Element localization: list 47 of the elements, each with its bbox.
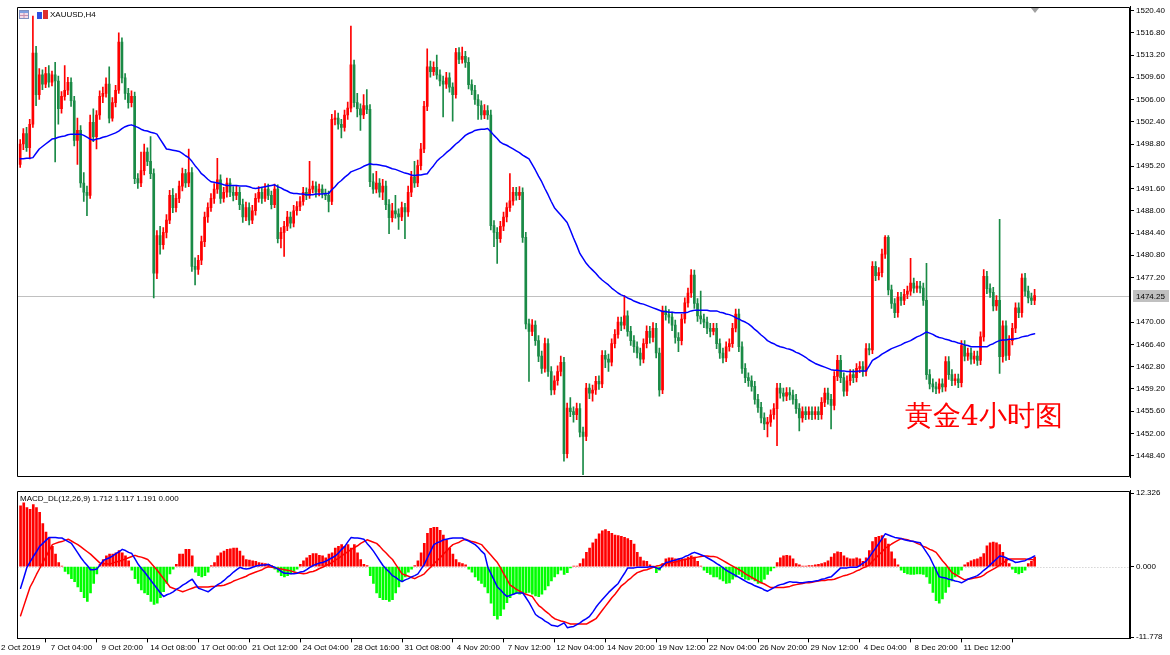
y-tick-label: 1466.40 [1136, 339, 1166, 349]
y-tick-label: 1520.40 [1136, 5, 1166, 15]
x-tick-label: 21 Oct 12:00 [251, 643, 299, 653]
x-tick-label: 24 Oct 04:00 [302, 643, 350, 653]
x-tick-label: 31 Oct 08:00 [404, 643, 451, 653]
y-tick-label: 1459.20 [1136, 384, 1166, 394]
y-tick-label: 1484.40 [1136, 228, 1166, 238]
y-tick-label: 12.326 [1136, 488, 1162, 498]
y-tick-label: 1509.60 [1136, 72, 1166, 82]
chart-title: XAUUSD,H4 [50, 10, 96, 20]
x-tick-label: 9 Oct 20:00 [101, 643, 144, 653]
y-tick-label: 1498.80 [1136, 139, 1166, 149]
y-tick-label: 1491.60 [1136, 183, 1166, 193]
x-tick-label: 28 Oct 16:00 [353, 643, 401, 653]
ref-line-label: 1474.25 [1136, 291, 1166, 301]
x-tick-label: 12 Nov 04:00 [556, 643, 605, 653]
x-tick-label: 14 Oct 08:00 [150, 643, 197, 653]
y-tick-label: 1502.40 [1136, 116, 1166, 126]
y-tick-label: 1477.20 [1136, 272, 1166, 282]
y-tick-label: 1513.20 [1136, 50, 1166, 60]
x-tick-label: 14 Nov 20:00 [607, 643, 656, 653]
x-tick-label: 11 Dec 12:00 [963, 643, 1011, 653]
y-tick-label: -11.778 [1136, 632, 1164, 642]
y-tick-label: 1480.80 [1136, 250, 1166, 260]
annotation: 黄金4小时图 [905, 399, 1063, 432]
x-tick-label: 22 Nov 04:00 [708, 643, 757, 653]
x-tick-label: 4 Dec 04:00 [863, 643, 908, 653]
x-tick-label: 26 Nov 20:00 [759, 643, 808, 653]
y-tick-label: 1448.40 [1136, 450, 1166, 460]
chart-title: MACD_DL(12,26,9) 1.712 1.117 1.191 0.000 [20, 494, 179, 504]
x-tick-label: 29 Nov 12:00 [810, 643, 859, 653]
y-tick-label: 1506.00 [1136, 94, 1166, 104]
y-tick-label: 1462.80 [1136, 361, 1166, 371]
y-tick-label: 0.000 [1136, 561, 1157, 571]
y-tick-label: 1516.80 [1136, 27, 1166, 37]
x-tick-label: 2 Oct 2019 [1, 643, 41, 653]
x-tick-label: 7 Nov 12:00 [507, 643, 552, 653]
y-tick-label: 1455.60 [1136, 406, 1166, 416]
y-tick-label: 1470.00 [1136, 317, 1166, 327]
x-tick-label: 17 Oct 00:00 [201, 643, 248, 653]
x-tick-label: 4 Nov 20:00 [456, 643, 501, 653]
x-tick-label: 7 Oct 04:00 [50, 643, 93, 653]
y-tick-label: 1495.20 [1136, 161, 1166, 171]
y-tick-label: 1488.00 [1136, 205, 1166, 215]
x-tick-label: 19 Nov 12:00 [657, 643, 707, 653]
x-tick-label: 8 Dec 20:00 [914, 643, 959, 653]
y-tick-label: 1452.00 [1136, 428, 1166, 438]
